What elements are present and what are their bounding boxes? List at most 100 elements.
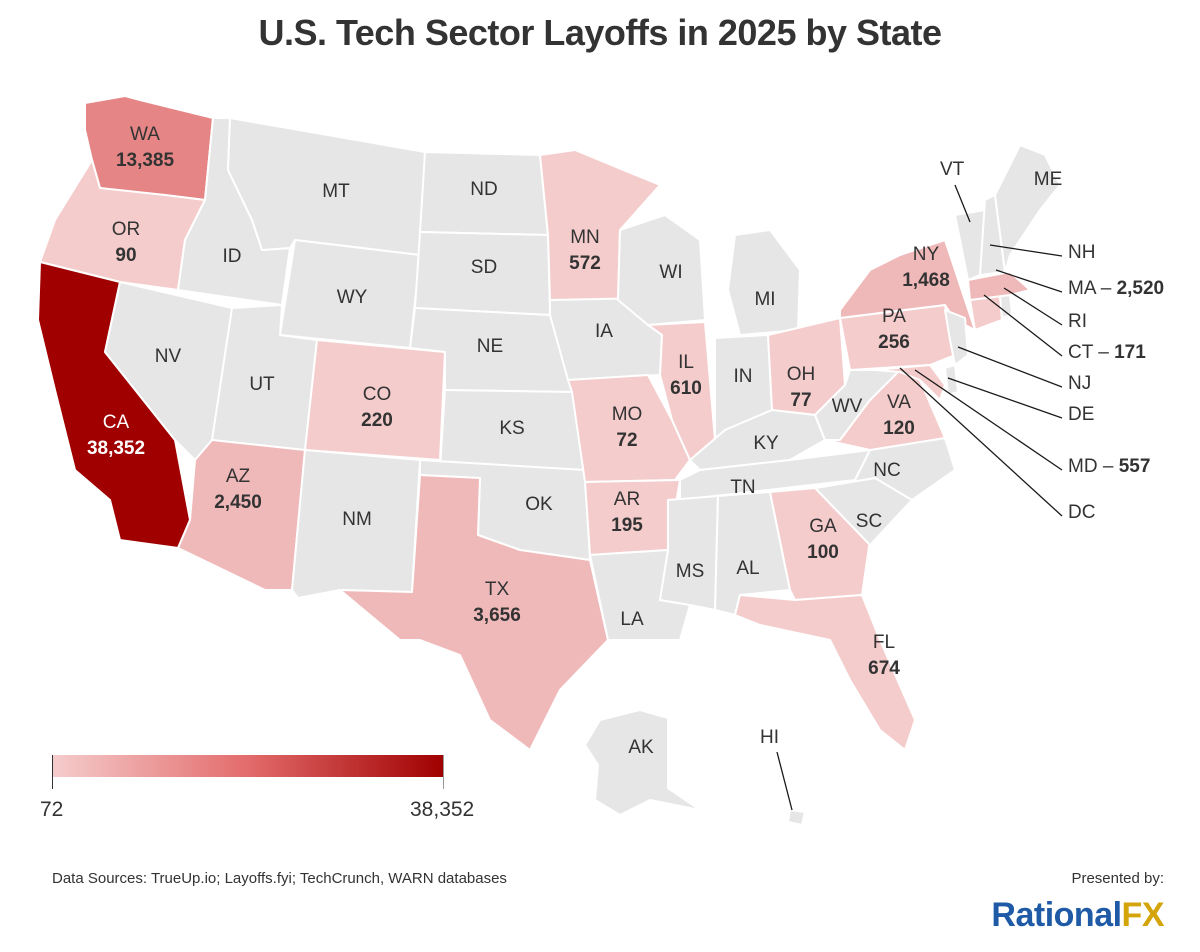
state-value-PA: 256 bbox=[878, 332, 910, 353]
state-value-GA: 100 bbox=[807, 542, 839, 563]
state-label-AZ: AZ bbox=[226, 466, 251, 487]
state-label-MI: MI bbox=[754, 289, 775, 310]
callout-line-RI bbox=[1003, 287, 1063, 326]
state-value-WA: 13,385 bbox=[116, 150, 175, 171]
state-value-MO: 72 bbox=[616, 430, 637, 451]
state-label-KS: KS bbox=[499, 418, 524, 439]
brand-logo: RationalFX bbox=[991, 896, 1164, 935]
state-WI[interactable] bbox=[617, 214, 706, 326]
callout-label-CT: CT – 171 bbox=[1068, 342, 1146, 363]
state-AK[interactable] bbox=[584, 709, 701, 816]
callout-line-HI bbox=[776, 751, 793, 811]
state-IL[interactable] bbox=[647, 321, 716, 461]
state-value-CO: 220 bbox=[361, 410, 393, 431]
state-value-VA: 120 bbox=[883, 418, 915, 439]
state-WA[interactable] bbox=[84, 95, 214, 201]
state-value-AZ: 2,450 bbox=[214, 492, 262, 513]
state-value-IL: 610 bbox=[670, 378, 702, 399]
state-HI[interactable] bbox=[787, 809, 806, 826]
state-CT[interactable] bbox=[969, 295, 1003, 331]
state-label-OR: OR bbox=[112, 219, 141, 240]
state-label-CA: CA bbox=[103, 412, 130, 433]
state-value-FL: 674 bbox=[868, 658, 900, 679]
callout-value-MD: 557 bbox=[1119, 456, 1151, 477]
callout-line-MA bbox=[995, 269, 1063, 293]
state-label-VA: VA bbox=[887, 392, 911, 413]
state-label-MO: MO bbox=[612, 404, 643, 425]
state-value-NY: 1,468 bbox=[902, 270, 950, 291]
legend-max-tick bbox=[443, 755, 444, 789]
state-label-AK: AK bbox=[628, 737, 654, 758]
state-label-SD: SD bbox=[471, 257, 497, 278]
state-AZ[interactable] bbox=[177, 439, 306, 591]
state-label-MN: MN bbox=[570, 227, 600, 248]
state-label-AR: AR bbox=[614, 489, 640, 510]
state-label-TX: TX bbox=[485, 579, 510, 600]
state-label-LA: LA bbox=[620, 609, 644, 630]
callout-label-NH: NH bbox=[1068, 242, 1095, 263]
state-label-FL: FL bbox=[873, 632, 895, 653]
state-MO[interactable] bbox=[567, 374, 691, 483]
callout-label-NJ: NJ bbox=[1068, 373, 1091, 394]
brand-name-part2: FX bbox=[1121, 896, 1165, 934]
callout-line-DE bbox=[947, 377, 1063, 419]
chart-title: U.S. Tech Sector Layoffs in 2025 by Stat… bbox=[258, 12, 942, 53]
data-sources: Data Sources: TrueUp.io; Layoffs.fyi; Te… bbox=[52, 870, 507, 887]
state-label-WI: WI bbox=[659, 262, 682, 283]
state-label-ME: ME bbox=[1034, 169, 1063, 190]
callout-line-CT bbox=[983, 294, 1063, 357]
presented-by: Presented by: bbox=[1071, 870, 1164, 887]
callout-line-NJ bbox=[957, 346, 1063, 388]
callout-value-CT: 171 bbox=[1114, 342, 1146, 363]
callout-value-MA: 2,520 bbox=[1117, 278, 1165, 299]
state-FL[interactable] bbox=[734, 594, 916, 751]
state-label-NE: NE bbox=[477, 336, 503, 357]
state-label-TN: TN bbox=[730, 477, 755, 498]
state-label-NM: NM bbox=[342, 509, 372, 530]
state-TX[interactable] bbox=[339, 474, 609, 751]
brand-name-part1: Rational bbox=[991, 896, 1122, 934]
state-label-MT: MT bbox=[322, 181, 350, 202]
state-value-OR: 90 bbox=[115, 245, 136, 266]
legend-min-tick bbox=[52, 755, 53, 789]
state-label-GA: GA bbox=[809, 516, 837, 537]
state-value-TX: 3,656 bbox=[473, 605, 521, 626]
state-label-SC: SC bbox=[856, 511, 882, 532]
state-label-NY: NY bbox=[913, 244, 940, 265]
callout-label-VT: VT bbox=[940, 159, 965, 180]
callout-label-MA: MA – 2,520 bbox=[1068, 278, 1164, 299]
callout-line-VT bbox=[954, 184, 971, 223]
state-NJ[interactable] bbox=[944, 309, 969, 366]
state-value-MN: 572 bbox=[569, 253, 601, 274]
state-label-WA: WA bbox=[130, 124, 160, 145]
state-MD[interactable] bbox=[874, 364, 946, 401]
state-label-UT: UT bbox=[249, 374, 275, 395]
callout-label-HI: HI bbox=[760, 727, 779, 748]
state-ME[interactable] bbox=[994, 144, 1061, 273]
state-NY[interactable] bbox=[839, 239, 976, 331]
state-MS[interactable] bbox=[659, 495, 719, 611]
state-value-CA: 38,352 bbox=[87, 438, 145, 459]
callout-line-NH bbox=[989, 244, 1063, 257]
state-MI[interactable] bbox=[727, 229, 801, 336]
state-value-AR: 195 bbox=[611, 515, 643, 536]
state-MA[interactable] bbox=[967, 271, 1031, 301]
legend-max-label: 38,352 bbox=[410, 798, 475, 821]
state-label-WV: WV bbox=[832, 396, 863, 417]
state-label-IL: IL bbox=[678, 352, 694, 373]
state-label-NV: NV bbox=[155, 346, 182, 367]
state-label-ND: ND bbox=[470, 179, 497, 200]
state-RI[interactable] bbox=[999, 294, 1013, 319]
state-label-IA: IA bbox=[595, 321, 613, 342]
state-label-OK: OK bbox=[525, 494, 553, 515]
state-label-CO: CO bbox=[363, 384, 392, 405]
state-label-IN: IN bbox=[734, 366, 753, 387]
state-label-NC: NC bbox=[873, 460, 900, 481]
state-label-AL: AL bbox=[736, 558, 759, 579]
callout-label-DC: DC bbox=[1068, 502, 1095, 523]
callout-line-MD bbox=[914, 369, 1063, 471]
state-value-OH: 77 bbox=[790, 390, 811, 411]
state-label-OH: OH bbox=[787, 364, 816, 385]
state-DE[interactable] bbox=[944, 364, 959, 396]
